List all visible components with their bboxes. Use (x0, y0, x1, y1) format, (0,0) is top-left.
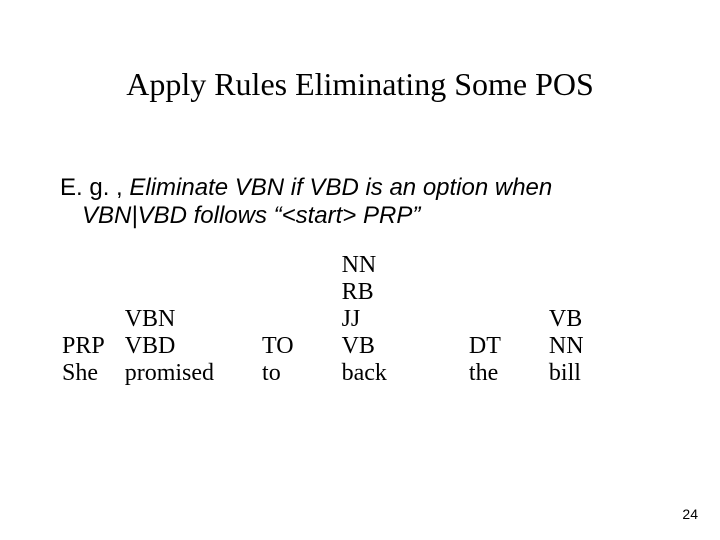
tag: PRP (62, 333, 105, 360)
tag: VBD (125, 333, 214, 360)
tag: VBN (125, 306, 214, 333)
tag: JJ (342, 306, 387, 333)
tag: DT (469, 333, 501, 360)
rule-text-2: VBN|VBD follows “<start> PRP” (82, 202, 420, 229)
word: She (62, 360, 105, 387)
word: bill (549, 360, 584, 387)
col-she: PRP She (62, 252, 123, 387)
word: back (342, 360, 387, 387)
word: to (262, 360, 294, 387)
col-back: NN RB JJ VB back (342, 252, 405, 387)
page-number: 24 (682, 506, 698, 522)
col-bill: VB NN bill (549, 252, 602, 387)
tag: NN (342, 252, 387, 279)
slide-subtitle: E. g. , Eliminate VBN if VBD is an optio… (60, 174, 660, 230)
word: the (469, 360, 501, 387)
slide: Apply Rules Eliminating Some POS E. g. ,… (0, 0, 720, 540)
eg-prefix: E. g. , (60, 174, 129, 201)
col-the: DT the (469, 252, 519, 387)
tag: NN (549, 333, 584, 360)
col-promised: VBN VBD promised (125, 252, 232, 387)
rule-text-1: Eliminate VBN if VBD is an option when (129, 174, 552, 201)
col-to: TO to (262, 252, 312, 387)
word: promised (125, 360, 214, 387)
tag: VB (342, 333, 387, 360)
pos-table: PRP She VBN VBD promised TO to NN RB JJ … (60, 250, 604, 389)
tag: RB (342, 279, 387, 306)
tag: VB (549, 306, 584, 333)
tag: TO (262, 333, 294, 360)
slide-title: Apply Rules Eliminating Some POS (0, 66, 720, 103)
